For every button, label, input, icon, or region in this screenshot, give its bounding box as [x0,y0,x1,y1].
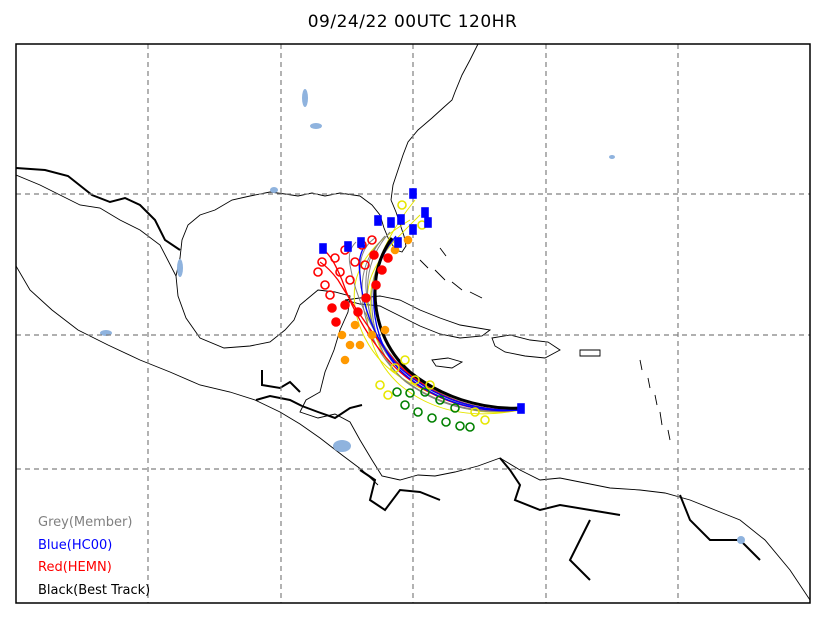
legend: Grey(Member) Blue(HC00) Red(HEMN) Black(… [38,512,150,602]
map-frame [15,43,811,604]
borders [16,167,761,581]
legend-hemn: Red(HEMN) [38,560,112,575]
legend-hc00: Blue(HC00) [38,537,113,553]
coastlines [16,44,810,601]
ensemble-tracks [319,199,523,415]
lakes [100,89,745,544]
map-title: 09/24/22 00UTC 120HR [307,12,518,32]
track-markers [313,188,525,432]
legend-member: Grey(Member) [38,515,133,530]
legend-best-track: Black(Best Track) [38,582,151,598]
